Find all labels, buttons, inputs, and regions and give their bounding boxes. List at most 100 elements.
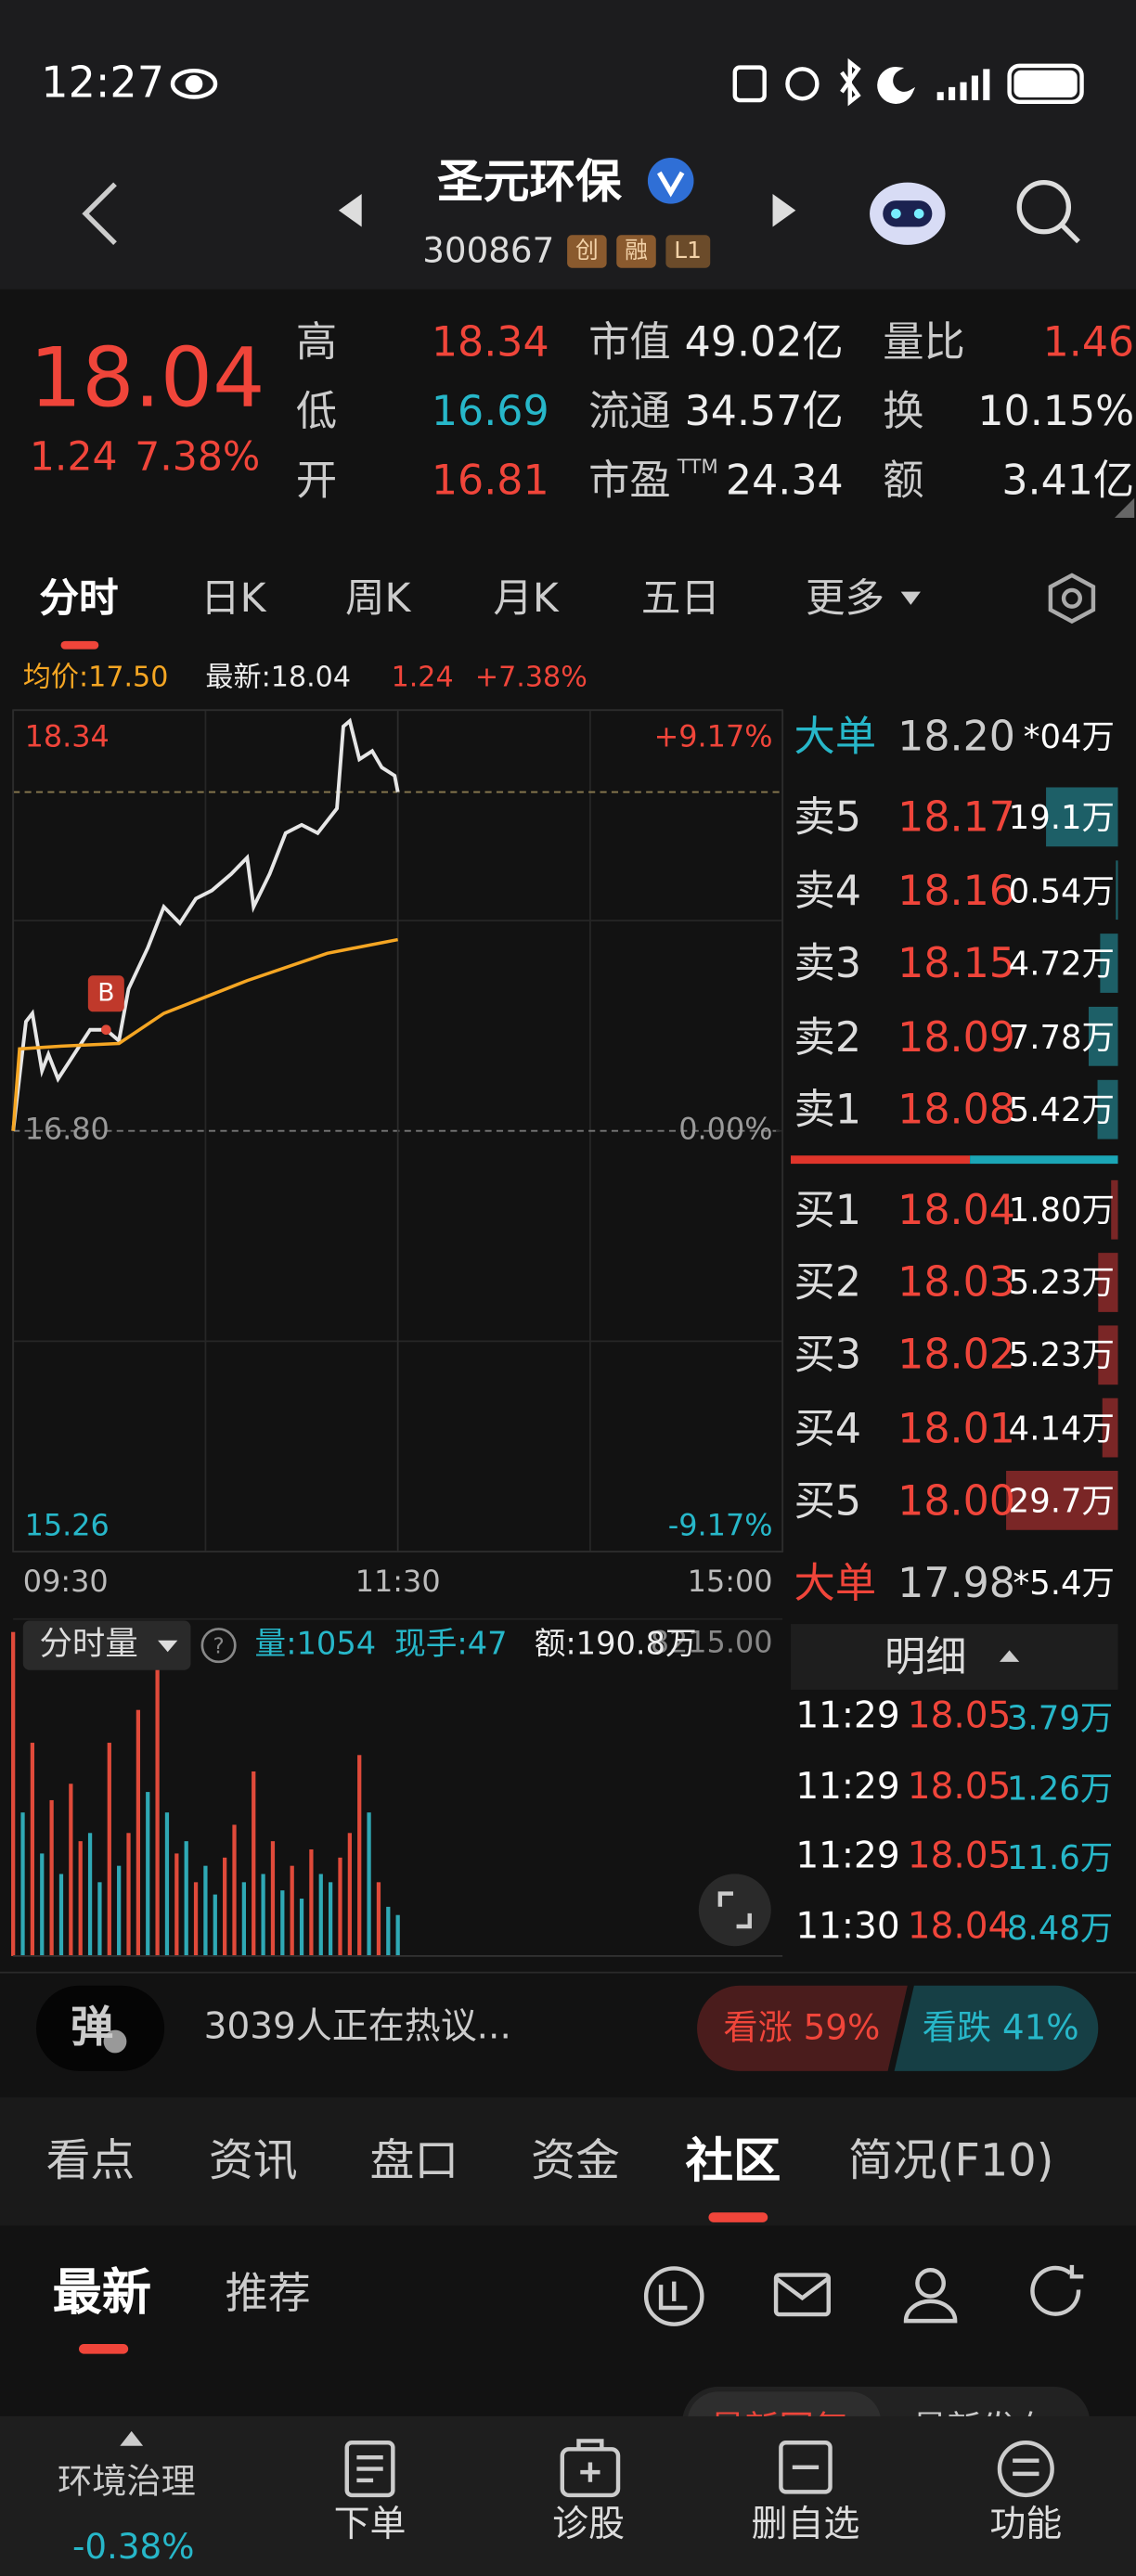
section-tab[interactable]: 盘口 — [369, 2135, 459, 2187]
section-tab[interactable]: 简况(F10) — [848, 2135, 1054, 2187]
section-tabs-bg — [0, 2097, 1136, 2226]
price-change-pct: 7.38% — [135, 433, 261, 481]
y2-tick-label: -9.17% — [668, 1508, 773, 1543]
section-tab[interactable]: 资金 — [531, 2135, 620, 2187]
next-stock[interactable] — [772, 194, 796, 227]
trade-marker — [87, 975, 124, 1012]
stat-value: 3.41亿 — [1001, 456, 1135, 504]
book-volume: 5.23万 — [1008, 1335, 1115, 1375]
book-price: 18.03 — [897, 1258, 1015, 1307]
volume-stat: 量:1054 — [255, 1626, 377, 1662]
volume-bar — [117, 1865, 122, 1956]
sector-name[interactable]: 环境治理 — [57, 2461, 196, 2502]
feed-tab[interactable]: 最新 — [52, 2264, 151, 2323]
detail-time: 11:30 — [795, 1905, 900, 1948]
y-tick-label: 18.34 — [25, 718, 110, 753]
period-tab[interactable]: 月K — [493, 574, 559, 622]
verified-check — [657, 171, 685, 198]
volume-bar — [261, 1874, 265, 1956]
verified-badge — [647, 158, 694, 204]
bullish-button[interactable]: 看涨 59% — [723, 2007, 881, 2048]
book-volume: 4.14万 — [1008, 1408, 1115, 1448]
period-tab[interactable]: 分时 — [39, 574, 119, 622]
volume-bar — [40, 1853, 45, 1956]
volume-bar — [318, 1874, 323, 1956]
volume-bar — [367, 1812, 371, 1956]
book-label: 卖2 — [794, 1012, 862, 1061]
stat-label: 额 — [883, 456, 924, 504]
discussion-text[interactable]: 3039人正在热议... — [203, 2006, 511, 2049]
chart-info: 最新:18.04 — [205, 661, 352, 695]
book-label: 卖4 — [794, 866, 862, 914]
book-price: 18.09 — [897, 1012, 1015, 1061]
volume-bar — [232, 1824, 237, 1956]
section-tab-underline — [708, 2212, 768, 2222]
section-tab[interactable]: 社区 — [685, 2132, 781, 2189]
prev-stock[interactable] — [338, 194, 362, 227]
y2-tick-label: 0.00% — [678, 1112, 772, 1147]
volume-bar — [78, 1841, 83, 1956]
volume-stat: 现手:47 — [394, 1626, 507, 1662]
bearish-button[interactable]: 看跌 41% — [922, 2007, 1079, 2048]
danmu-minus — [103, 2029, 127, 2054]
settings-icon[interactable] — [1048, 573, 1096, 625]
volume-bar — [97, 1882, 102, 1956]
x-tick-label: 11:30 — [355, 1564, 441, 1599]
book-label: 买3 — [794, 1331, 862, 1379]
volume-bar — [49, 1799, 54, 1956]
stat-label: 流通 — [588, 387, 671, 435]
bottom-nav-item[interactable]: 删自选 — [751, 2505, 860, 2546]
book-label: 买4 — [794, 1403, 862, 1452]
volume-bar — [223, 1857, 227, 1956]
volume-bar — [69, 1784, 73, 1956]
book-volume: 19.1万 — [1008, 797, 1115, 837]
stat-value: 34.57亿 — [684, 387, 844, 435]
y-tick-label: 16.80 — [25, 1112, 110, 1147]
bottom-icons[interactable] — [344, 2439, 1054, 2498]
book-price: 17.98 — [897, 1559, 1015, 1607]
period-tab[interactable]: 日K — [200, 574, 266, 622]
book-volume: 0.54万 — [1008, 869, 1115, 910]
danmu-badge[interactable]: 弹 — [71, 2003, 114, 2054]
book-volume: *5.4万 — [1013, 1563, 1115, 1604]
book-split-teal — [970, 1155, 1118, 1165]
detail-time: 11:29 — [795, 1696, 900, 1738]
book-price: 18.01 — [897, 1403, 1015, 1452]
detail-title[interactable]: 明细 — [884, 1632, 967, 1681]
expand-button[interactable] — [698, 1874, 771, 1947]
section-tab[interactable]: 资讯 — [208, 2135, 298, 2187]
volume-bar — [87, 1833, 93, 1956]
volume-bar — [155, 1668, 160, 1956]
period-tab[interactable]: 周K — [344, 574, 411, 622]
volume-bar — [184, 1841, 188, 1956]
stat-value: 10.15% — [977, 387, 1135, 435]
search-icon[interactable] — [1016, 179, 1080, 244]
sector-change: -0.38% — [71, 2527, 195, 2567]
volume-bar — [309, 1848, 314, 1956]
bottom-nav-item[interactable]: 诊股 — [552, 2505, 626, 2546]
period-tab[interactable]: 五日 — [640, 574, 720, 622]
volume-bar — [174, 1853, 179, 1956]
feed-tab[interactable]: 推荐 — [225, 2270, 311, 2320]
signal-icon — [936, 69, 990, 101]
book-price: 18.08 — [897, 1085, 1015, 1134]
bottom-nav-item[interactable]: 功能 — [989, 2505, 1063, 2546]
help-icon — [200, 1628, 237, 1664]
volume-bar — [299, 1899, 304, 1956]
feed-icons[interactable] — [643, 2264, 1084, 2326]
period-tab[interactable]: 更多 — [805, 574, 884, 622]
price-line — [11, 937, 399, 1131]
stat-label: 量比 — [883, 317, 965, 367]
bid-depth-bar — [1006, 1471, 1118, 1530]
assistant-icon[interactable] — [870, 182, 946, 245]
help-icon-mark: ? — [213, 1634, 224, 1658]
stat-label: 高 — [295, 317, 338, 367]
volume-bar — [146, 1792, 150, 1956]
bottom-nav-item[interactable]: 下单 — [333, 2505, 407, 2546]
section-tab[interactable]: 看点 — [45, 2135, 136, 2187]
book-volume: *04万 — [1023, 716, 1115, 756]
back-button[interactable] — [82, 182, 117, 246]
stat-value: 24.34 — [725, 456, 844, 504]
